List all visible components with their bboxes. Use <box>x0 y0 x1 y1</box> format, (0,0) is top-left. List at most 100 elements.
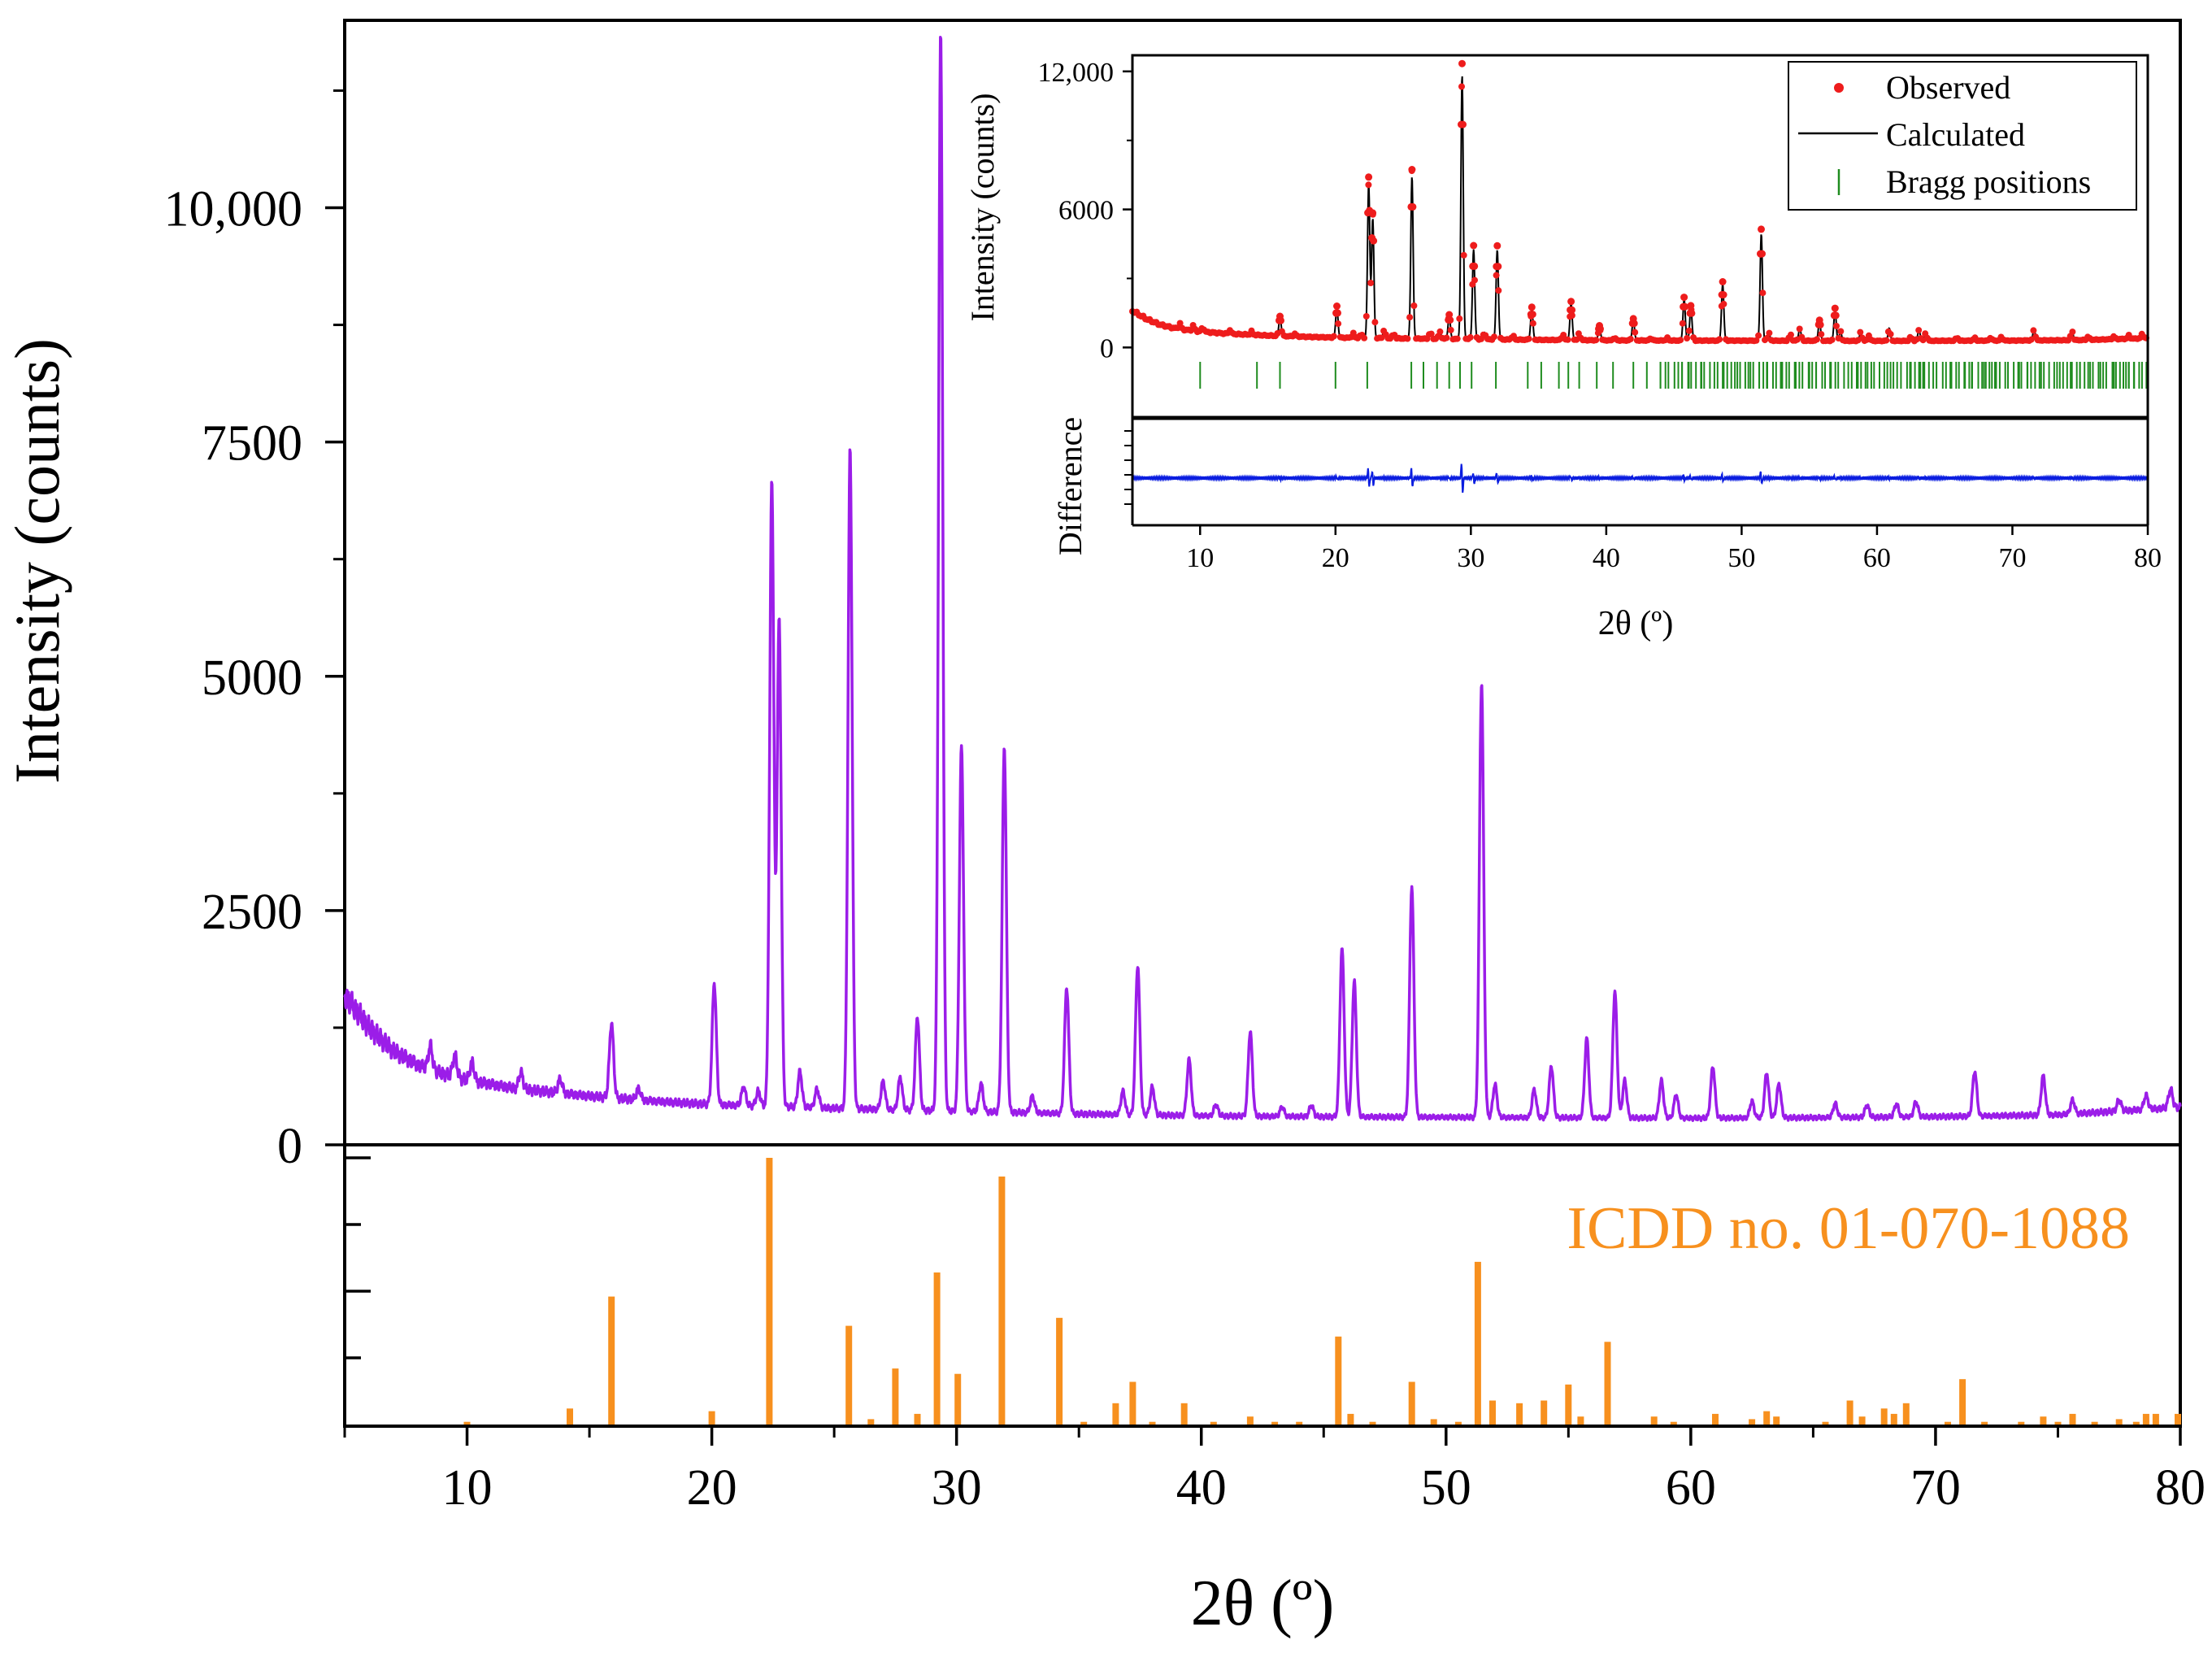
inset-legend: Observed Calculated Bragg positions <box>1788 61 2137 211</box>
observed-point <box>1367 280 1375 286</box>
observed-point <box>1529 320 1536 327</box>
inset-y-tick-label: 0 <box>1100 333 1114 363</box>
reference-stick <box>1516 1403 1523 1425</box>
legend-observed-label: Observed <box>1886 69 2010 106</box>
observed-point <box>1593 337 1600 344</box>
reference-stick <box>1474 1261 1481 1425</box>
reference-stick <box>2175 1413 2181 1425</box>
observed-point <box>1334 309 1341 317</box>
inset-x-tick-label: 60 <box>1863 543 1891 573</box>
observed-point <box>1627 336 1634 342</box>
reference-stick <box>1981 1421 1988 1425</box>
inset-x-tick-label: 40 <box>1593 543 1620 573</box>
reference-stick <box>1890 1413 1897 1425</box>
observed-point <box>1404 335 1411 342</box>
main-plot-frame <box>343 19 2182 1428</box>
main-y-axis-label: Intensity (counts) <box>2 338 72 784</box>
reference-stick <box>1271 1421 1279 1425</box>
observed-point <box>1456 315 1463 322</box>
reference-stick-layer <box>463 1158 2181 1425</box>
reference-stick <box>1129 1381 1136 1425</box>
main-x-tick-label: 80 <box>2155 1460 2205 1516</box>
inset-axes-layer: 10 20 30 40 50 60 70 80 0 6000 12,000 <box>1038 55 2162 573</box>
reference-stick <box>608 1296 615 1425</box>
inset-x-tick-label: 50 <box>1727 543 1755 573</box>
main-y-tick-label: 7500 <box>202 416 302 472</box>
observed-point <box>1470 241 1478 250</box>
observed-point <box>1436 328 1444 335</box>
reference-stick <box>1945 1421 1951 1425</box>
inset-y-tick-label: 6000 <box>1058 196 1114 226</box>
reference-stick <box>1246 1416 1254 1425</box>
observed-point <box>1493 241 1501 250</box>
reference-stick <box>1565 1384 1572 1425</box>
reference-stick <box>1210 1421 1217 1425</box>
reference-stick <box>1749 1419 1756 1425</box>
reference-stick <box>1335 1336 1342 1425</box>
observed-point <box>1330 333 1337 340</box>
observed-point <box>1833 323 1840 329</box>
observed-point <box>1443 334 1450 341</box>
observed-point <box>1410 302 1418 309</box>
reference-stick <box>1347 1413 1354 1425</box>
observed-point <box>1816 320 1824 328</box>
difference-line <box>1132 463 2149 494</box>
observed-point <box>1408 166 1416 173</box>
observed-point <box>1687 302 1695 310</box>
reference-stick <box>2069 1413 2076 1425</box>
observed-point <box>1365 181 1372 189</box>
reference-stick <box>1296 1421 1303 1425</box>
reference-stick <box>1959 1379 1966 1425</box>
inset-x-tick-label: 10 <box>1186 543 1214 573</box>
reference-stick <box>2018 1421 2025 1425</box>
rietveld-inset: 10 20 30 40 50 60 70 80 0 6000 12,000 Intensity (c… <box>959 33 2166 663</box>
observed-point <box>1528 303 1536 311</box>
observed-point <box>1525 335 1532 342</box>
main-x-tick-label: 60 <box>1666 1460 1716 1516</box>
icdd-label: ICDD no. 01-070-1088 <box>1567 1195 2130 1262</box>
observed-point <box>1491 333 1497 341</box>
reference-stick <box>933 1272 941 1425</box>
observed-point <box>1759 289 1767 297</box>
observed-point <box>1832 311 1840 320</box>
observed-point <box>1333 302 1341 310</box>
inset-difference-label: Difference <box>1052 417 1089 555</box>
observed-point <box>1458 83 1465 90</box>
observed-point <box>1680 294 1688 302</box>
reference-stick <box>1902 1403 1910 1425</box>
observed-point <box>1814 336 1820 343</box>
reference-stick <box>1880 1408 1888 1425</box>
main-axes-layer: 10 20 30 40 50 60 70 80 0 2500 5000 7500 10,000 <box>164 89 2205 1516</box>
observed-point <box>1564 336 1571 343</box>
legend-observed-marker <box>1834 83 1844 93</box>
reference-stick <box>1822 1421 1829 1425</box>
main-y-tick-label: 10,000 <box>164 182 303 237</box>
main-x-tick-label: 10 <box>442 1460 493 1516</box>
reference-stick <box>1846 1400 1853 1425</box>
observed-point <box>1758 250 1766 258</box>
observed-point <box>1454 335 1461 342</box>
observed-point <box>1447 326 1454 333</box>
observed-point <box>1567 298 1575 306</box>
observed-point <box>1460 251 1467 259</box>
reference-stick <box>2115 1419 2123 1425</box>
observed-point <box>1369 209 1377 217</box>
reference-stick <box>1712 1413 1719 1425</box>
observed-point <box>1630 320 1638 328</box>
observed-point <box>1915 327 1923 334</box>
observed-point <box>1568 306 1576 314</box>
reference-stick <box>1080 1421 1088 1425</box>
observed-point <box>1568 312 1575 319</box>
legend-box <box>1788 61 2137 211</box>
observed-point <box>1818 331 1825 338</box>
inset-x-tick-label: 80 <box>2134 543 2162 573</box>
observed-point <box>1597 324 1604 333</box>
reference-stick <box>1763 1411 1771 1425</box>
observed-point <box>1766 329 1773 337</box>
inset-y-axis-label: Intensity (counts) <box>964 93 1001 321</box>
reference-stick <box>2132 1421 2140 1425</box>
observed-point <box>1679 320 1686 327</box>
main-x-tick-label: 40 <box>1176 1460 1227 1516</box>
observed-point <box>1493 272 1500 279</box>
observed-point <box>1720 300 1727 307</box>
